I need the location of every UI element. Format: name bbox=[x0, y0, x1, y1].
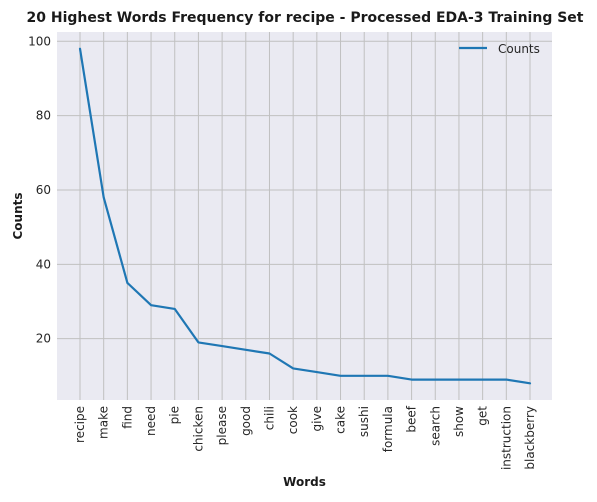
x-axis: recipe make find need pie chicken please good ch… bbox=[73, 405, 537, 470]
x-tick-label: blackberry bbox=[523, 406, 537, 470]
x-tick-label: search bbox=[428, 406, 442, 446]
x-tick-label: please bbox=[215, 406, 229, 445]
plot-area bbox=[57, 32, 552, 400]
x-tick-label: cake bbox=[334, 406, 348, 434]
x-tick-label: show bbox=[452, 406, 466, 437]
x-tick-label: recipe bbox=[73, 406, 87, 443]
x-tick-label: pie bbox=[168, 406, 182, 424]
x-axis-label: Words bbox=[283, 475, 326, 489]
x-tick-label: find bbox=[120, 406, 134, 429]
x-tick-label: formula bbox=[381, 406, 395, 452]
y-axis-label: Counts bbox=[11, 192, 25, 239]
x-tick-label: beef bbox=[405, 405, 419, 432]
x-tick-label: cook bbox=[286, 406, 300, 434]
x-tick-label: give bbox=[310, 406, 324, 431]
grid bbox=[57, 32, 552, 400]
x-tick-label: chili bbox=[262, 406, 276, 430]
y-tick-label: 100 bbox=[28, 34, 51, 48]
x-tick-label: get bbox=[476, 406, 490, 426]
x-tick-label: chicken bbox=[191, 406, 205, 452]
legend: Counts bbox=[459, 42, 540, 56]
x-tick-label: instruction bbox=[499, 406, 513, 470]
y-tick-label: 80 bbox=[36, 109, 51, 123]
y-tick-label: 60 bbox=[36, 183, 51, 197]
x-tick-label: sushi bbox=[357, 406, 371, 437]
y-axis: 20 40 60 80 100 bbox=[28, 34, 51, 345]
y-tick-label: 20 bbox=[36, 332, 51, 346]
x-tick-label: make bbox=[97, 406, 111, 439]
chart-title: 20 Highest Words Frequency for recipe - … bbox=[27, 10, 584, 26]
series-line-counts bbox=[78, 47, 532, 385]
legend-label-counts: Counts bbox=[498, 42, 540, 56]
x-tick-label: good bbox=[239, 406, 253, 436]
y-tick-label: 40 bbox=[36, 257, 51, 271]
x-tick-label: need bbox=[144, 406, 158, 436]
